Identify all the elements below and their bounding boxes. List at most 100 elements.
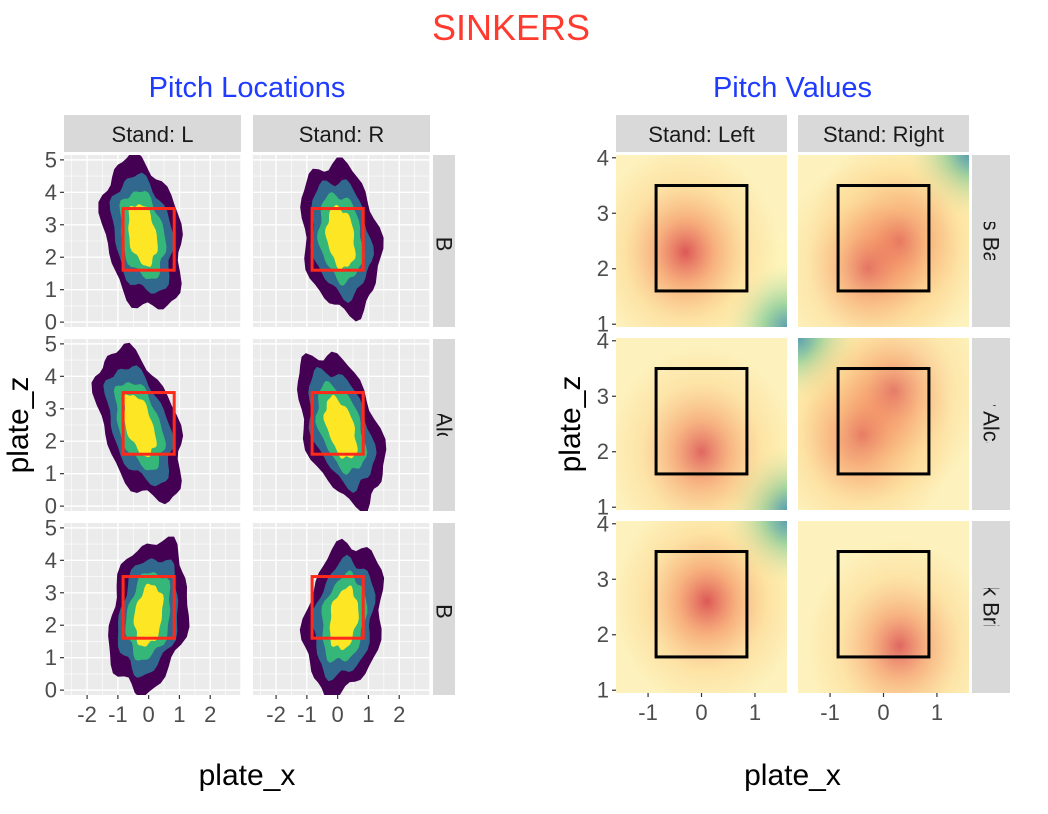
density-contour (123, 394, 157, 457)
facet-panel: 1 2 3 4 (597, 145, 787, 337)
facet-panel (798, 155, 969, 327)
x-tick-label: -2 (266, 702, 286, 727)
strike-zone (310, 207, 365, 272)
y-tick-label: 4 (597, 511, 609, 536)
y-tick-label: 1 (45, 645, 57, 670)
row-strip-label: Chris Bassitt (432, 179, 457, 302)
col-strip (616, 115, 787, 152)
row-strip (433, 339, 455, 511)
facet-panel: 0 1 2 3 4 5 (45, 147, 242, 335)
value-hotspot (616, 521, 787, 693)
y-tick-label: 2 (45, 429, 57, 454)
x-tick-label: 1 (362, 702, 374, 727)
x-tick-label: 0 (332, 702, 344, 727)
row-strip (972, 338, 1010, 510)
strike-zone (836, 367, 931, 476)
y-tick-label: 1 (45, 461, 57, 486)
y-tick-label: 4 (597, 328, 609, 353)
x-tick-label: -1 (638, 700, 658, 725)
y-tick-label: 0 (45, 310, 57, 335)
x-tick-label: 2 (393, 702, 405, 727)
y-tick-label: 1 (597, 495, 609, 520)
row-strip (433, 523, 455, 695)
chart-subtitle: Pitch Locations (149, 72, 346, 104)
col-strip-label: Stand: R (299, 122, 385, 147)
density-contour (325, 204, 356, 270)
facet-panel: 1 2 3 4 -1 0 1 (597, 511, 787, 725)
x-tick-label: 0 (877, 700, 889, 725)
x-tick-label: -1 (297, 702, 317, 727)
strike-zone (121, 207, 176, 272)
strike-zone (654, 367, 749, 476)
strike-zone (310, 575, 365, 640)
row-strip (433, 155, 455, 327)
strike-zone (121, 575, 176, 640)
y-tick-label: 4 (45, 364, 57, 389)
y-tick-label: 2 (45, 245, 57, 270)
y-tick-label: 3 (597, 567, 609, 592)
chart-subtitle: Pitch Values (713, 72, 872, 104)
y-tick-label: 2 (597, 622, 609, 647)
facet-panel (253, 155, 431, 327)
strike-zone (654, 184, 749, 293)
col-strip-label: Stand: Right (823, 122, 944, 147)
facet-panel (798, 338, 969, 510)
facet-panel: 1 2 3 4 (597, 328, 787, 520)
y-tick-label: 1 (597, 678, 609, 703)
density-contour (128, 204, 158, 267)
pitch-values-chart: Pitch Values Stand: Left Stand: Right Chris… (554, 72, 1010, 792)
y-tick-label: 3 (45, 212, 57, 237)
y-tick-label: 3 (597, 201, 609, 226)
y-tick-label: 3 (597, 384, 609, 409)
col-strip-label: Stand: L (112, 122, 194, 147)
col-strip (253, 115, 430, 152)
value-hotspot (616, 155, 780, 327)
density-contour (329, 585, 359, 651)
x-axis-label: plate_x (744, 759, 841, 792)
strike-zone (121, 391, 176, 456)
y-tick-label: 5 (45, 515, 57, 540)
density-contour (133, 583, 164, 647)
x-tick-label: 0 (143, 702, 155, 727)
row-strip-label: Zack Britton (432, 550, 457, 667)
y-tick-label: 0 (45, 494, 57, 519)
y-tick-label: 3 (45, 580, 57, 605)
figure-title: SINKERS (432, 7, 590, 48)
x-tick-label: 1 (173, 702, 185, 727)
col-strip (64, 115, 241, 152)
strike-zone (836, 184, 931, 293)
col-strip-label: Stand: Left (648, 122, 754, 147)
x-axis-label: plate_x (199, 759, 296, 792)
x-tick-label: -1 (820, 700, 840, 725)
x-tick-label: 2 (204, 702, 216, 727)
facet-panel (253, 339, 431, 511)
x-tick-label: 1 (931, 700, 943, 725)
row-strip-label: Sandy Alcantara (979, 344, 1004, 505)
y-tick-label: 4 (45, 180, 57, 205)
y-tick-label: 2 (45, 613, 57, 638)
facet-panel: -2 -1 0 1 2 (253, 523, 431, 727)
y-tick-label: 5 (45, 331, 57, 356)
density-contour (323, 394, 358, 459)
col-strip (798, 115, 969, 152)
value-hotspot (800, 338, 969, 498)
value-hotspot (616, 345, 787, 510)
strike-zone (310, 391, 365, 456)
y-tick-label: 1 (597, 312, 609, 337)
y-axis-label: plate_z (554, 376, 587, 473)
row-strip (972, 155, 1010, 327)
facet-panel: 0 1 2 3 4 5 (45, 331, 242, 519)
x-tick-label: -2 (77, 702, 97, 727)
row-strip-label: Zack Britton (979, 548, 1004, 665)
strike-zone (836, 550, 931, 659)
y-tick-label: 4 (45, 548, 57, 573)
y-tick-label: 0 (45, 678, 57, 703)
row-strip (972, 521, 1010, 693)
y-tick-label: 2 (597, 256, 609, 281)
facet-panel: -1 0 1 (798, 521, 969, 725)
y-axis-label: plate_z (2, 377, 35, 474)
strike-zone (654, 550, 749, 659)
y-tick-label: 4 (597, 145, 609, 170)
y-tick-label: 2 (597, 439, 609, 464)
